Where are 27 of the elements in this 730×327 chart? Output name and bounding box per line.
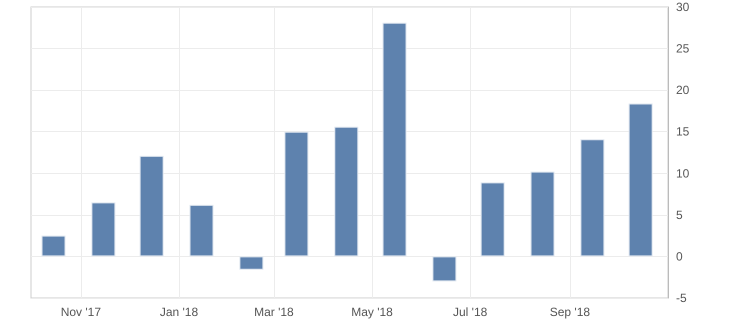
x-tick-label: May '18 (351, 305, 394, 319)
y-tick-label: 25 (676, 42, 690, 56)
y-tick-label: 20 (676, 83, 690, 98)
bar (628, 103, 653, 256)
bar (91, 202, 116, 256)
y-tick-label: 10 (676, 166, 690, 180)
bar (432, 256, 456, 282)
bar (480, 182, 505, 256)
bar (382, 22, 407, 256)
x-tick-label: Sep '18 (550, 305, 590, 319)
bar (530, 172, 555, 256)
bar (334, 126, 358, 256)
bar (42, 236, 66, 256)
x-tick-label: Mar '18 (254, 305, 294, 319)
bar (239, 256, 264, 270)
bar (190, 204, 214, 256)
bar (284, 132, 308, 256)
x-tick-label: Jan '18 (160, 305, 198, 319)
y-tick-label: 0 (676, 249, 683, 264)
x-tick-label: Nov '17 (60, 305, 102, 319)
x-tick-label: Jul '18 (452, 305, 488, 319)
y-tick-label: 5 (676, 208, 683, 222)
y-tick-label: 30 (676, 0, 690, 14)
y-tick-label: -5 (676, 291, 687, 305)
y-tick-label: 15 (676, 124, 690, 139)
bar (140, 156, 164, 256)
bar (580, 139, 604, 256)
